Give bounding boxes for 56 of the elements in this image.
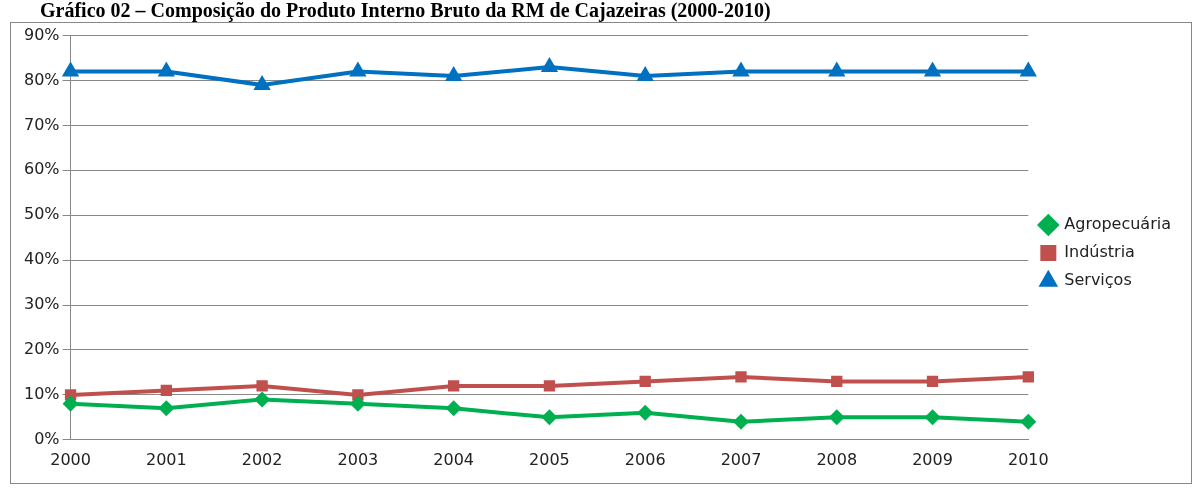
- x-tick-label: 2004: [433, 449, 475, 469]
- x-tick-label: 2009: [912, 449, 953, 469]
- chart-title: Gráfico 02 – Composição do Produto Interno Bruto da RM de Cajazeiras (2000-2010): [39, 0, 772, 22]
- y-tick-label: 80%: [24, 69, 60, 89]
- point: [349, 61, 367, 77]
- point: [923, 61, 942, 77]
- x-tick-label: 2005: [529, 449, 570, 469]
- legend-label: Indústria: [1064, 242, 1135, 262]
- y-tick-label: 20%: [24, 339, 60, 359]
- legend-label: Agropecuária: [1064, 214, 1171, 234]
- point: [445, 66, 463, 82]
- point: [831, 375, 843, 388]
- point: [62, 395, 79, 412]
- point: [160, 384, 172, 397]
- point: [735, 371, 747, 383]
- point: [637, 404, 654, 421]
- x-tick-label: 2010: [1007, 449, 1049, 469]
- x-tick-label: 2003: [337, 449, 379, 469]
- x-tick-label: 2007: [720, 449, 762, 469]
- point: [1019, 61, 1037, 77]
- y-tick-label: 90%: [24, 24, 60, 44]
- point: [448, 380, 460, 392]
- legend-label: Serviços: [1064, 270, 1132, 290]
- point: [828, 409, 845, 426]
- point: [256, 380, 268, 392]
- point: [732, 413, 749, 430]
- point: [61, 61, 80, 77]
- point: [1022, 371, 1034, 383]
- point: [445, 400, 462, 417]
- point: [157, 61, 175, 77]
- point: [254, 391, 271, 408]
- x-tick-label: 2008: [816, 449, 858, 469]
- y-tick-label: 70%: [24, 114, 60, 134]
- y-tick-label: 10%: [24, 384, 60, 404]
- x-tick-label: 2002: [241, 449, 283, 469]
- x-tick-label: 2006: [624, 449, 666, 469]
- y-tick-label: 0%: [34, 428, 60, 448]
- point: [1020, 413, 1037, 430]
- y-tick-label: 50%: [24, 204, 60, 224]
- y-tick-label: 40%: [24, 249, 60, 269]
- point: [732, 61, 750, 77]
- point: [828, 61, 846, 77]
- point: [636, 66, 654, 82]
- point: [639, 375, 651, 388]
- y-tick-label: 60%: [24, 159, 60, 179]
- point: [349, 395, 366, 412]
- x-tick-label: 2000: [50, 449, 91, 469]
- point: [541, 409, 558, 426]
- x-tick-label: 2001: [145, 449, 187, 469]
- point: [540, 57, 559, 73]
- point: [924, 409, 941, 426]
- y-tick-label: 30%: [24, 294, 60, 314]
- point: [253, 75, 271, 90]
- point: [158, 400, 175, 417]
- point: [543, 380, 556, 392]
- point: [926, 375, 939, 388]
